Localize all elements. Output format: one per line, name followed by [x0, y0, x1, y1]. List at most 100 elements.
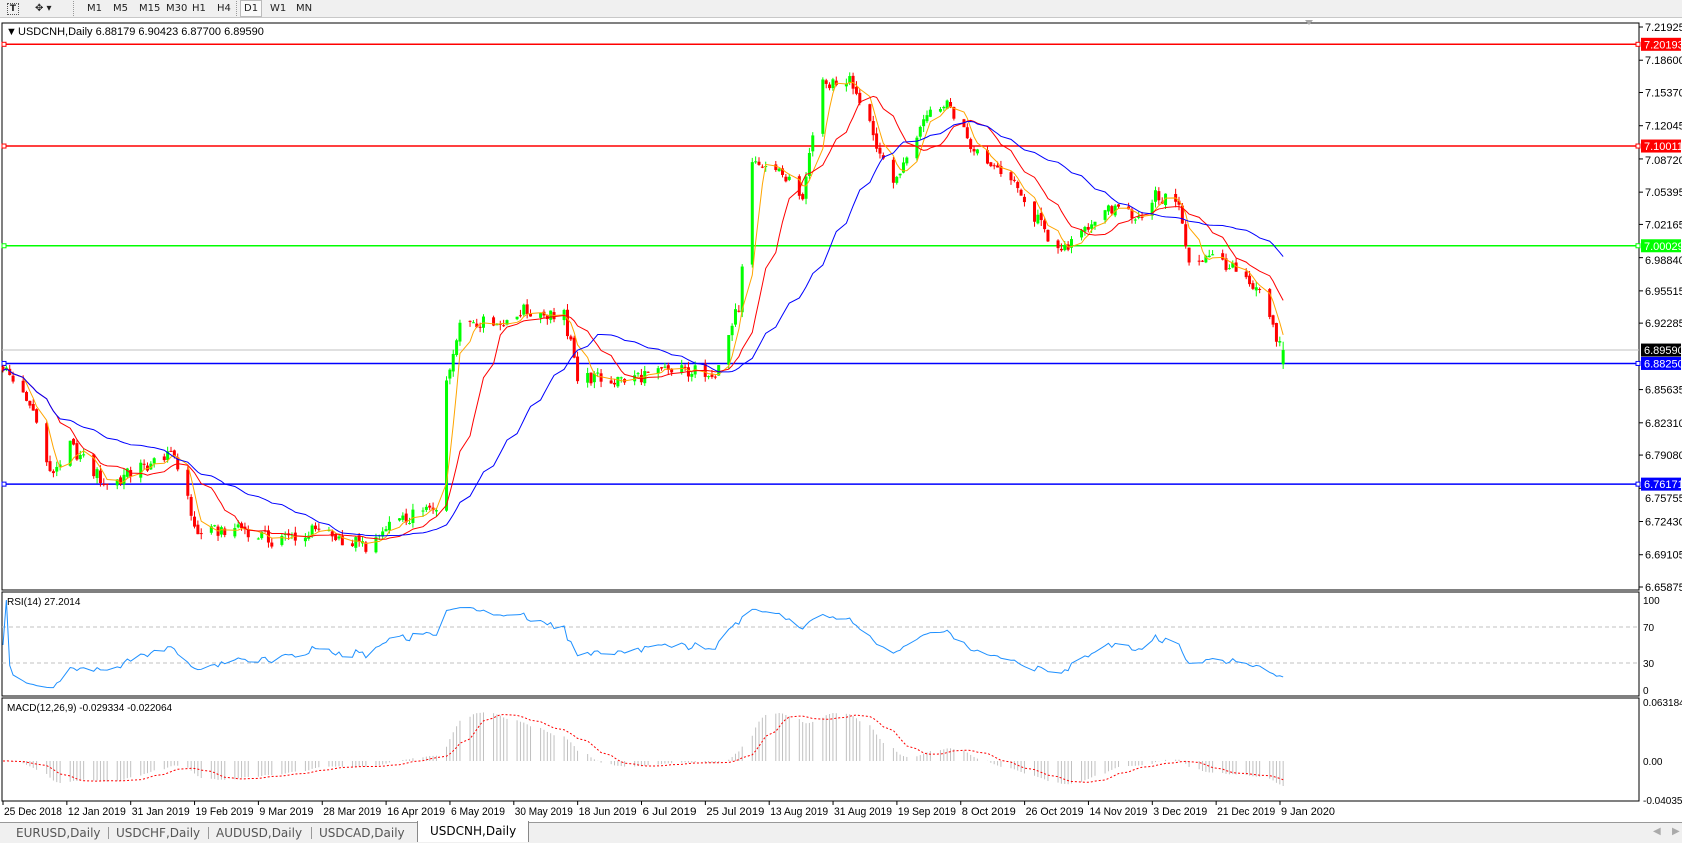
tab-audusd[interactable]: AUDUSD,Daily: [216, 826, 303, 840]
candle: [1271, 314, 1275, 328]
scroll-right-icon[interactable]: ▶: [1672, 826, 1680, 837]
candle-body: [149, 463, 153, 470]
line-anchor-handle[interactable]: [1635, 143, 1641, 149]
candle: [518, 309, 522, 318]
timeframe-d1[interactable]: D1: [240, 0, 263, 17]
candle-body: [683, 366, 687, 368]
tab-usdcnh[interactable]: USDCNH,Daily: [417, 821, 530, 842]
candle-body: [878, 147, 882, 154]
candle-body: [313, 525, 317, 530]
date-label: 8 Oct 2019: [962, 806, 1016, 818]
candle-body: [713, 376, 717, 378]
candle: [1, 364, 5, 373]
line-anchor-handle[interactable]: [1, 243, 7, 249]
candle-body: [411, 509, 415, 524]
candle-body: [1056, 240, 1060, 249]
candle: [713, 375, 717, 380]
candle-body: [1093, 221, 1097, 226]
date-label: 6 May 2019: [451, 806, 505, 818]
candle-body: [209, 526, 213, 533]
candle-body: [51, 471, 55, 474]
candle: [455, 338, 459, 357]
candle-body: [236, 524, 240, 528]
candle: [730, 323, 734, 341]
line-anchor-handle[interactable]: [1635, 360, 1641, 366]
timeframe-h1[interactable]: H1: [192, 3, 206, 14]
candle: [48, 455, 52, 473]
candle-body: [965, 127, 969, 139]
line-anchor-handle[interactable]: [1635, 243, 1641, 249]
candle-body: [871, 121, 875, 136]
candle: [898, 173, 902, 179]
candle-body: [952, 106, 956, 119]
candle: [468, 320, 472, 327]
date-label: 3 Dec 2019: [1153, 806, 1207, 818]
candle-body: [569, 336, 573, 340]
candle-body: [1069, 239, 1073, 248]
line-anchor-handle[interactable]: [1, 143, 7, 149]
timeframe-w1[interactable]: W1: [270, 3, 287, 14]
candle-body: [1016, 182, 1020, 189]
candle: [596, 368, 600, 377]
candle-body: [898, 173, 902, 176]
candle-body: [1251, 283, 1255, 289]
candle-body: [350, 543, 354, 547]
candle-body: [8, 368, 12, 376]
candle: [98, 465, 102, 487]
tab-eurusd[interactable]: EURUSD,Daily: [16, 826, 101, 840]
candle-body: [1281, 350, 1285, 365]
date-label: 19 Sep 2019: [898, 806, 956, 818]
candle: [404, 508, 408, 526]
candle: [1211, 250, 1215, 256]
timeframe-m5[interactable]: M5: [113, 3, 128, 14]
objects-menu-icon[interactable]: ✥ ▾: [35, 3, 52, 14]
candle: [1150, 199, 1154, 220]
candle: [381, 527, 385, 540]
candle-body: [844, 83, 848, 87]
candle-body: [186, 469, 190, 496]
candle-body: [740, 266, 744, 313]
macd-panel: [1, 697, 1640, 802]
candle-body: [424, 506, 428, 510]
price-marker: [1641, 139, 1681, 153]
timeframe-h4[interactable]: H4: [217, 3, 231, 14]
candle: [139, 459, 143, 483]
candle-body: [1221, 253, 1225, 260]
text-tool-icon[interactable]: T: [4, 1, 22, 16]
candle: [1046, 229, 1050, 242]
candle: [401, 512, 405, 522]
candle: [616, 376, 620, 388]
candle-body: [656, 368, 660, 374]
line-anchor-handle[interactable]: [1635, 481, 1641, 487]
line-anchor-handle[interactable]: [1, 481, 7, 487]
line-anchor-handle[interactable]: [1, 360, 7, 366]
candle: [1274, 322, 1278, 347]
scroll-left-icon[interactable]: ◀: [1653, 826, 1661, 837]
candle-body: [901, 162, 905, 173]
date-label: 13 Aug 2019: [770, 806, 828, 818]
line-anchor-handle[interactable]: [1635, 41, 1641, 47]
candle-body: [938, 108, 942, 112]
candle: [149, 461, 153, 470]
tab-usdcad[interactable]: USDCAD,Daily: [319, 826, 405, 840]
timeframe-mn[interactable]: MN: [296, 3, 313, 14]
candle: [1022, 193, 1026, 207]
candle-body: [172, 450, 176, 457]
candle: [646, 371, 650, 374]
timeframe-m30[interactable]: M30: [166, 3, 188, 14]
candle-body: [925, 115, 929, 122]
candle-body: [1201, 260, 1205, 262]
tab-usdchf[interactable]: USDCHF,Daily: [116, 826, 201, 840]
candle-body: [270, 542, 274, 547]
timeframe-m1[interactable]: M1: [87, 3, 102, 14]
line-anchor-handle[interactable]: [1, 41, 7, 47]
candle-body: [1224, 258, 1228, 270]
rsi-tick-label: 0: [1643, 686, 1649, 697]
candle: [411, 503, 415, 528]
candle-body: [334, 534, 338, 541]
candle-body: [219, 527, 223, 535]
candle: [8, 364, 12, 376]
candle: [844, 78, 848, 92]
timeframe-m15[interactable]: M15: [139, 3, 161, 14]
